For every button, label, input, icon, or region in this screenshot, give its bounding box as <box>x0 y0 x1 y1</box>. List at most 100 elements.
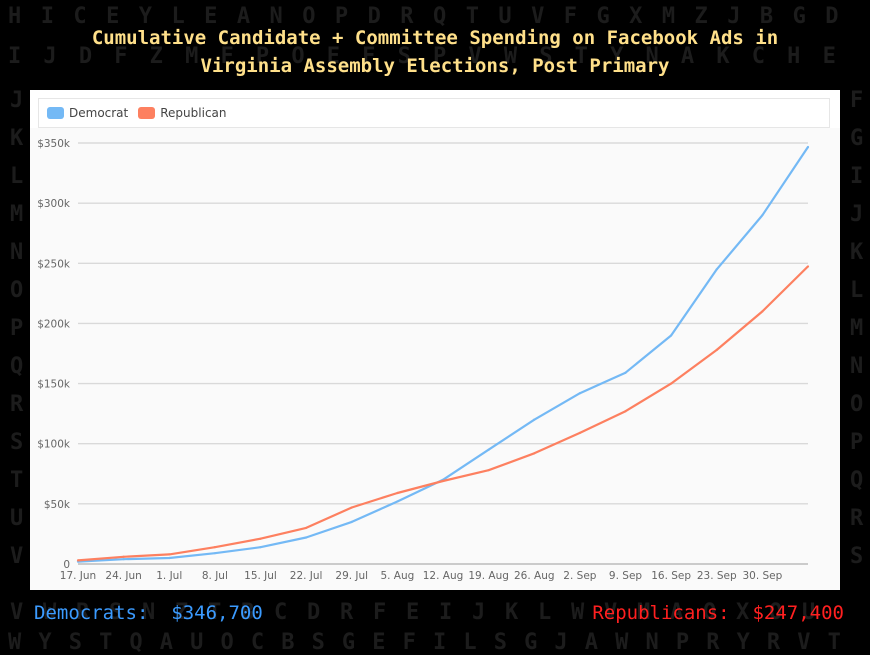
plot-background <box>30 128 840 590</box>
y-tick-label: $250k <box>37 258 71 270</box>
background-letter: G <box>341 630 356 655</box>
y-tick-label: $150k <box>37 379 71 391</box>
republican-total: Republicans: $247,400 <box>592 602 844 624</box>
background-letter: W <box>571 600 585 625</box>
republican-point <box>122 555 125 558</box>
background-letter: V <box>797 630 811 655</box>
democrat-point <box>259 546 262 549</box>
background-letter: F <box>114 44 128 69</box>
background-letter: W <box>43 600 57 625</box>
republican-point <box>715 348 718 351</box>
background-letter: Z <box>149 44 163 69</box>
y-tick-label: $200k <box>37 318 71 330</box>
background-letter: J <box>43 44 57 69</box>
republican-total-label: Republicans: <box>592 602 730 624</box>
background-letter: L <box>10 164 24 189</box>
background-letter: V <box>10 544 24 569</box>
y-tick-label: $300k <box>37 198 71 210</box>
background-letter: C <box>73 4 87 29</box>
background-letter: S <box>68 630 82 655</box>
background-letter: J <box>554 630 568 655</box>
x-tick-label: 2. Sep <box>563 570 596 582</box>
background-letter: P <box>850 430 864 455</box>
democrat-total-label: Democrats: <box>34 602 149 624</box>
legend-item-democrat[interactable]: Democrat <box>47 106 128 120</box>
background-letter: D <box>825 4 839 29</box>
background-letter: L <box>463 630 477 655</box>
y-tick-label: $100k <box>37 439 71 451</box>
x-tick-label: 5. Aug <box>380 570 414 582</box>
background-letter: R <box>340 600 354 625</box>
democrat-total-value: $346,700 <box>171 602 263 624</box>
democrat-point <box>715 268 718 271</box>
background-letter: K <box>10 126 24 151</box>
legend-item-republican[interactable]: Republican <box>138 106 227 120</box>
background-letter: P <box>433 44 447 69</box>
background-letter: K <box>850 240 864 265</box>
background-letter: A <box>159 630 174 655</box>
background-letter: G <box>524 630 538 655</box>
background-letter: J <box>472 600 486 625</box>
democrat-point <box>350 520 353 523</box>
background-letter: C <box>250 630 265 655</box>
background-letter: H <box>787 44 801 69</box>
democrat-point <box>122 558 125 561</box>
x-tick-label: 24. Jun <box>105 570 141 582</box>
chart-panel: 0 $50k $100k $150k $200k $250k $300k $350k 17. J… <box>30 90 840 590</box>
background-letter: A <box>670 600 684 625</box>
background-letter: V <box>531 4 545 29</box>
background-letter: D <box>78 44 93 69</box>
background-letter: Z <box>175 600 189 625</box>
background-letter: T <box>99 630 113 655</box>
chart-legend: Democrat Republican <box>38 98 830 128</box>
republican-point <box>533 452 536 455</box>
background-letter: O <box>302 4 316 29</box>
x-tick-label: 15. Jul <box>244 570 277 582</box>
x-tick-label: 1. Jul <box>156 570 182 582</box>
background-letter: O <box>850 392 864 417</box>
background-letter: R <box>766 630 781 655</box>
background-letter: M <box>637 600 651 625</box>
democrat-point <box>533 418 536 421</box>
background-letter: V <box>604 600 618 625</box>
republican-point <box>761 310 764 313</box>
background-letter: C <box>751 44 765 69</box>
background-letter: E <box>204 4 218 29</box>
democrat-total: Democrats: $346,700 <box>34 602 263 624</box>
background-letter: W <box>615 630 629 655</box>
background-letter: E <box>106 4 120 29</box>
republican-point <box>487 469 490 472</box>
background-letter: F <box>373 600 387 625</box>
background-letter: U <box>10 506 24 531</box>
background-letter: Q <box>433 4 447 29</box>
background-letter: S <box>539 44 553 69</box>
background-letter: V <box>10 600 24 625</box>
republican-point <box>76 559 80 562</box>
republican-point <box>350 506 353 509</box>
background-letter: P <box>255 44 270 69</box>
background-letter: E <box>372 630 386 655</box>
background-letter: L <box>171 4 185 29</box>
democrat-point <box>213 552 216 555</box>
background-letter: K <box>716 44 730 69</box>
republican-point <box>259 537 262 540</box>
background-letter: T <box>574 44 588 69</box>
background-letter: L <box>850 278 864 303</box>
y-tick-label: $350k <box>37 138 71 150</box>
background-letter: T <box>208 600 222 625</box>
background-letter: S <box>397 44 411 69</box>
republican-point <box>441 479 445 483</box>
republican-point <box>624 410 627 413</box>
background-letter: Z <box>694 4 708 29</box>
background-letter: R <box>850 506 864 531</box>
background-letter: U <box>190 630 204 655</box>
background-letter: S <box>10 430 24 455</box>
x-tick-label: 26. Aug <box>514 570 555 582</box>
background-letter: I <box>850 164 864 189</box>
background-letter: S <box>493 630 507 655</box>
background-letter: N <box>142 600 156 625</box>
chart-title-line-1: Cumulative Candidate + Committee Spendin… <box>91 27 779 49</box>
background-letter: N <box>645 44 659 69</box>
background-letter: F <box>563 4 578 29</box>
background-letter: J <box>10 88 24 113</box>
